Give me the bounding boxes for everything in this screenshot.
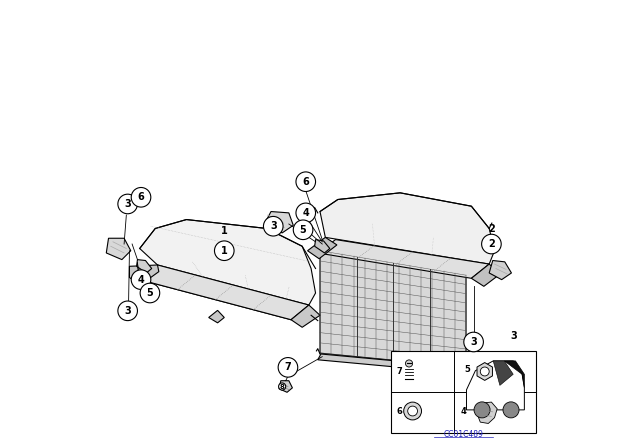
Text: 6: 6 xyxy=(397,406,403,415)
Circle shape xyxy=(214,241,234,260)
Polygon shape xyxy=(308,237,337,259)
Circle shape xyxy=(131,188,151,207)
Polygon shape xyxy=(140,268,309,320)
Text: 5: 5 xyxy=(300,225,307,235)
Circle shape xyxy=(404,402,422,420)
Text: 6: 6 xyxy=(302,177,309,187)
Polygon shape xyxy=(140,265,309,320)
Polygon shape xyxy=(478,402,497,423)
Text: 3: 3 xyxy=(510,331,517,341)
Polygon shape xyxy=(279,381,292,392)
Text: 8: 8 xyxy=(280,383,285,389)
Circle shape xyxy=(480,367,489,376)
Text: 2: 2 xyxy=(488,239,495,249)
Circle shape xyxy=(408,406,417,416)
Text: 3: 3 xyxy=(270,221,276,231)
Polygon shape xyxy=(209,310,224,323)
Text: 4: 4 xyxy=(302,208,309,218)
Text: 3: 3 xyxy=(124,306,131,316)
Polygon shape xyxy=(467,361,524,410)
Polygon shape xyxy=(320,251,466,367)
Circle shape xyxy=(474,402,490,418)
Circle shape xyxy=(118,194,138,214)
Polygon shape xyxy=(489,260,511,280)
Polygon shape xyxy=(140,220,316,305)
Text: 5: 5 xyxy=(147,288,154,298)
Text: 6: 6 xyxy=(138,192,145,202)
Text: 7: 7 xyxy=(285,362,291,372)
Polygon shape xyxy=(463,367,476,378)
Polygon shape xyxy=(472,264,500,286)
Circle shape xyxy=(293,220,313,240)
Polygon shape xyxy=(129,265,159,285)
Circle shape xyxy=(264,216,283,236)
Text: 4: 4 xyxy=(460,406,466,415)
Text: 5: 5 xyxy=(465,365,470,374)
Text: 7: 7 xyxy=(397,367,403,376)
Text: 4: 4 xyxy=(138,275,145,284)
Circle shape xyxy=(131,270,151,289)
Circle shape xyxy=(482,234,501,254)
Text: 1: 1 xyxy=(221,246,228,256)
Circle shape xyxy=(296,203,316,223)
Text: 1: 1 xyxy=(221,226,228,236)
Polygon shape xyxy=(320,193,495,264)
Text: 3: 3 xyxy=(124,199,131,209)
Circle shape xyxy=(140,283,160,303)
FancyBboxPatch shape xyxy=(391,351,536,433)
Polygon shape xyxy=(477,362,492,380)
Circle shape xyxy=(406,360,413,367)
Text: CC01C489: CC01C489 xyxy=(444,430,484,439)
Polygon shape xyxy=(264,211,293,233)
Circle shape xyxy=(278,358,298,377)
Text: 2: 2 xyxy=(488,224,495,234)
Polygon shape xyxy=(318,240,489,278)
Polygon shape xyxy=(315,240,330,253)
Polygon shape xyxy=(106,238,131,260)
Polygon shape xyxy=(291,305,320,327)
Circle shape xyxy=(464,332,483,352)
Circle shape xyxy=(118,301,138,321)
Polygon shape xyxy=(504,361,524,388)
Polygon shape xyxy=(318,354,466,373)
Polygon shape xyxy=(136,260,152,273)
Circle shape xyxy=(503,402,519,418)
Circle shape xyxy=(278,383,285,390)
Polygon shape xyxy=(493,361,513,385)
Circle shape xyxy=(296,172,316,191)
Text: 3: 3 xyxy=(470,337,477,347)
